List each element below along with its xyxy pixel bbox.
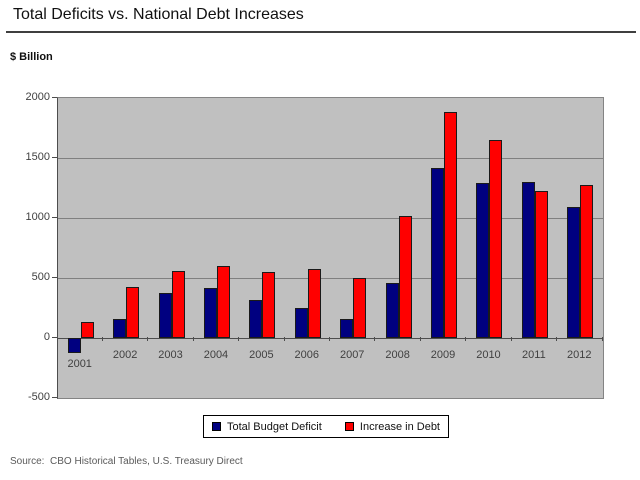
x-axis-tick xyxy=(556,337,558,341)
x-axis-tick xyxy=(329,337,330,341)
x-tick-label-2006: 2006 xyxy=(294,349,320,361)
y-tick-label-1000: 1000 xyxy=(25,211,50,223)
x-axis-tick xyxy=(374,337,376,341)
x-tick-label-2010: 2010 xyxy=(476,349,501,361)
gridline-1000 xyxy=(58,217,603,219)
bar-debt-2003 xyxy=(171,271,185,338)
x-tick-label-2009: 2009 xyxy=(430,349,456,361)
y-axis-tick-1500 xyxy=(52,156,57,158)
bar-deficit-2006 xyxy=(294,308,308,338)
legend: Total Budget Deficit Increase in Debt xyxy=(203,415,449,438)
bar-debt-2005 xyxy=(262,271,276,338)
x-axis-tick xyxy=(147,337,149,341)
bar-debt-2002 xyxy=(126,287,140,338)
bar-deficit-2003 xyxy=(158,292,172,338)
x-tick-label-2008: 2008 xyxy=(385,349,410,361)
y-axis-tick--500 xyxy=(52,396,57,398)
y-tick-label-1500: 1500 xyxy=(25,151,50,163)
y-axis-tick-1000 xyxy=(52,216,57,218)
source-note: Source: CBO Historical Tables, U.S. Trea… xyxy=(10,456,243,467)
x-axis-tick xyxy=(510,337,512,341)
zero-axis-line xyxy=(58,337,603,339)
legend-item-increase-in-debt: Increase in Debt xyxy=(344,420,440,433)
y-tick-label-0: 0 xyxy=(43,331,50,343)
x-tick-label-2012: 2012 xyxy=(567,349,592,361)
y-tick-label--500: -500 xyxy=(27,391,50,403)
gridline-500 xyxy=(58,277,603,279)
bar-debt-2007 xyxy=(353,277,367,338)
x-tick-label-2007: 2007 xyxy=(339,349,365,361)
title-rule xyxy=(6,31,636,33)
bar-deficit-2001 xyxy=(67,338,81,354)
x-axis-tick xyxy=(465,337,467,341)
bar-debt-2012 xyxy=(580,184,594,338)
bar-debt-2008 xyxy=(398,215,412,338)
x-axis-tick xyxy=(419,337,421,341)
y-axis-tick-0 xyxy=(52,336,57,338)
x-tick-label-2004: 2004 xyxy=(203,349,229,361)
bar-deficit-2007 xyxy=(340,318,354,338)
x-axis-tick xyxy=(238,337,240,341)
x-tick-label-2011: 2011 xyxy=(522,349,546,361)
legend-item-total-budget-deficit: Total Budget Deficit xyxy=(212,421,322,433)
y-tick-label-2000: 2000 xyxy=(25,91,50,103)
x-axis-tick xyxy=(283,337,285,341)
chart-title: Total Deficits vs. National Debt Increas… xyxy=(13,6,304,23)
bar-deficit-2008 xyxy=(385,282,399,338)
bar-deficit-2010 xyxy=(476,182,490,338)
y-tick-label-500: 500 xyxy=(31,271,50,283)
x-axis-tick xyxy=(601,337,603,341)
x-tick-label-2005: 2005 xyxy=(249,349,274,361)
x-tick-label-2002: 2002 xyxy=(112,349,138,361)
bar-deficit-2009 xyxy=(431,168,445,338)
x-axis-tick xyxy=(101,337,103,341)
y-axis-tick-2000 xyxy=(52,96,57,98)
bar-debt-2004 xyxy=(216,266,230,338)
x-axis-tick xyxy=(56,337,58,341)
x-tick-label-2001: 2001 xyxy=(67,358,92,371)
x-axis-tick xyxy=(192,337,194,341)
legend-label-debt: Increase in Debt xyxy=(359,420,440,433)
bar-deficit-2012 xyxy=(567,207,581,338)
x-tick-label-2003: 2003 xyxy=(158,349,183,361)
plot-area xyxy=(57,97,604,399)
bar-debt-2010 xyxy=(489,139,503,338)
bar-deficit-2004 xyxy=(203,288,217,338)
bar-debt-2001 xyxy=(80,322,94,338)
bar-deficit-2005 xyxy=(249,299,263,338)
bar-debt-2006 xyxy=(307,269,321,338)
legend-label-deficit: Total Budget Deficit xyxy=(227,420,322,433)
legend-swatch-debt xyxy=(344,422,354,431)
y-axis-tick-500 xyxy=(52,276,57,278)
bar-debt-2009 xyxy=(444,111,458,338)
gridline-1500 xyxy=(58,157,603,159)
bar-deficit-2011 xyxy=(521,182,535,338)
y-axis-unit-label: $ Billion xyxy=(10,51,53,63)
legend-swatch-deficit xyxy=(212,422,221,431)
bar-debt-2011 xyxy=(534,190,548,338)
bar-deficit-2002 xyxy=(113,319,127,338)
